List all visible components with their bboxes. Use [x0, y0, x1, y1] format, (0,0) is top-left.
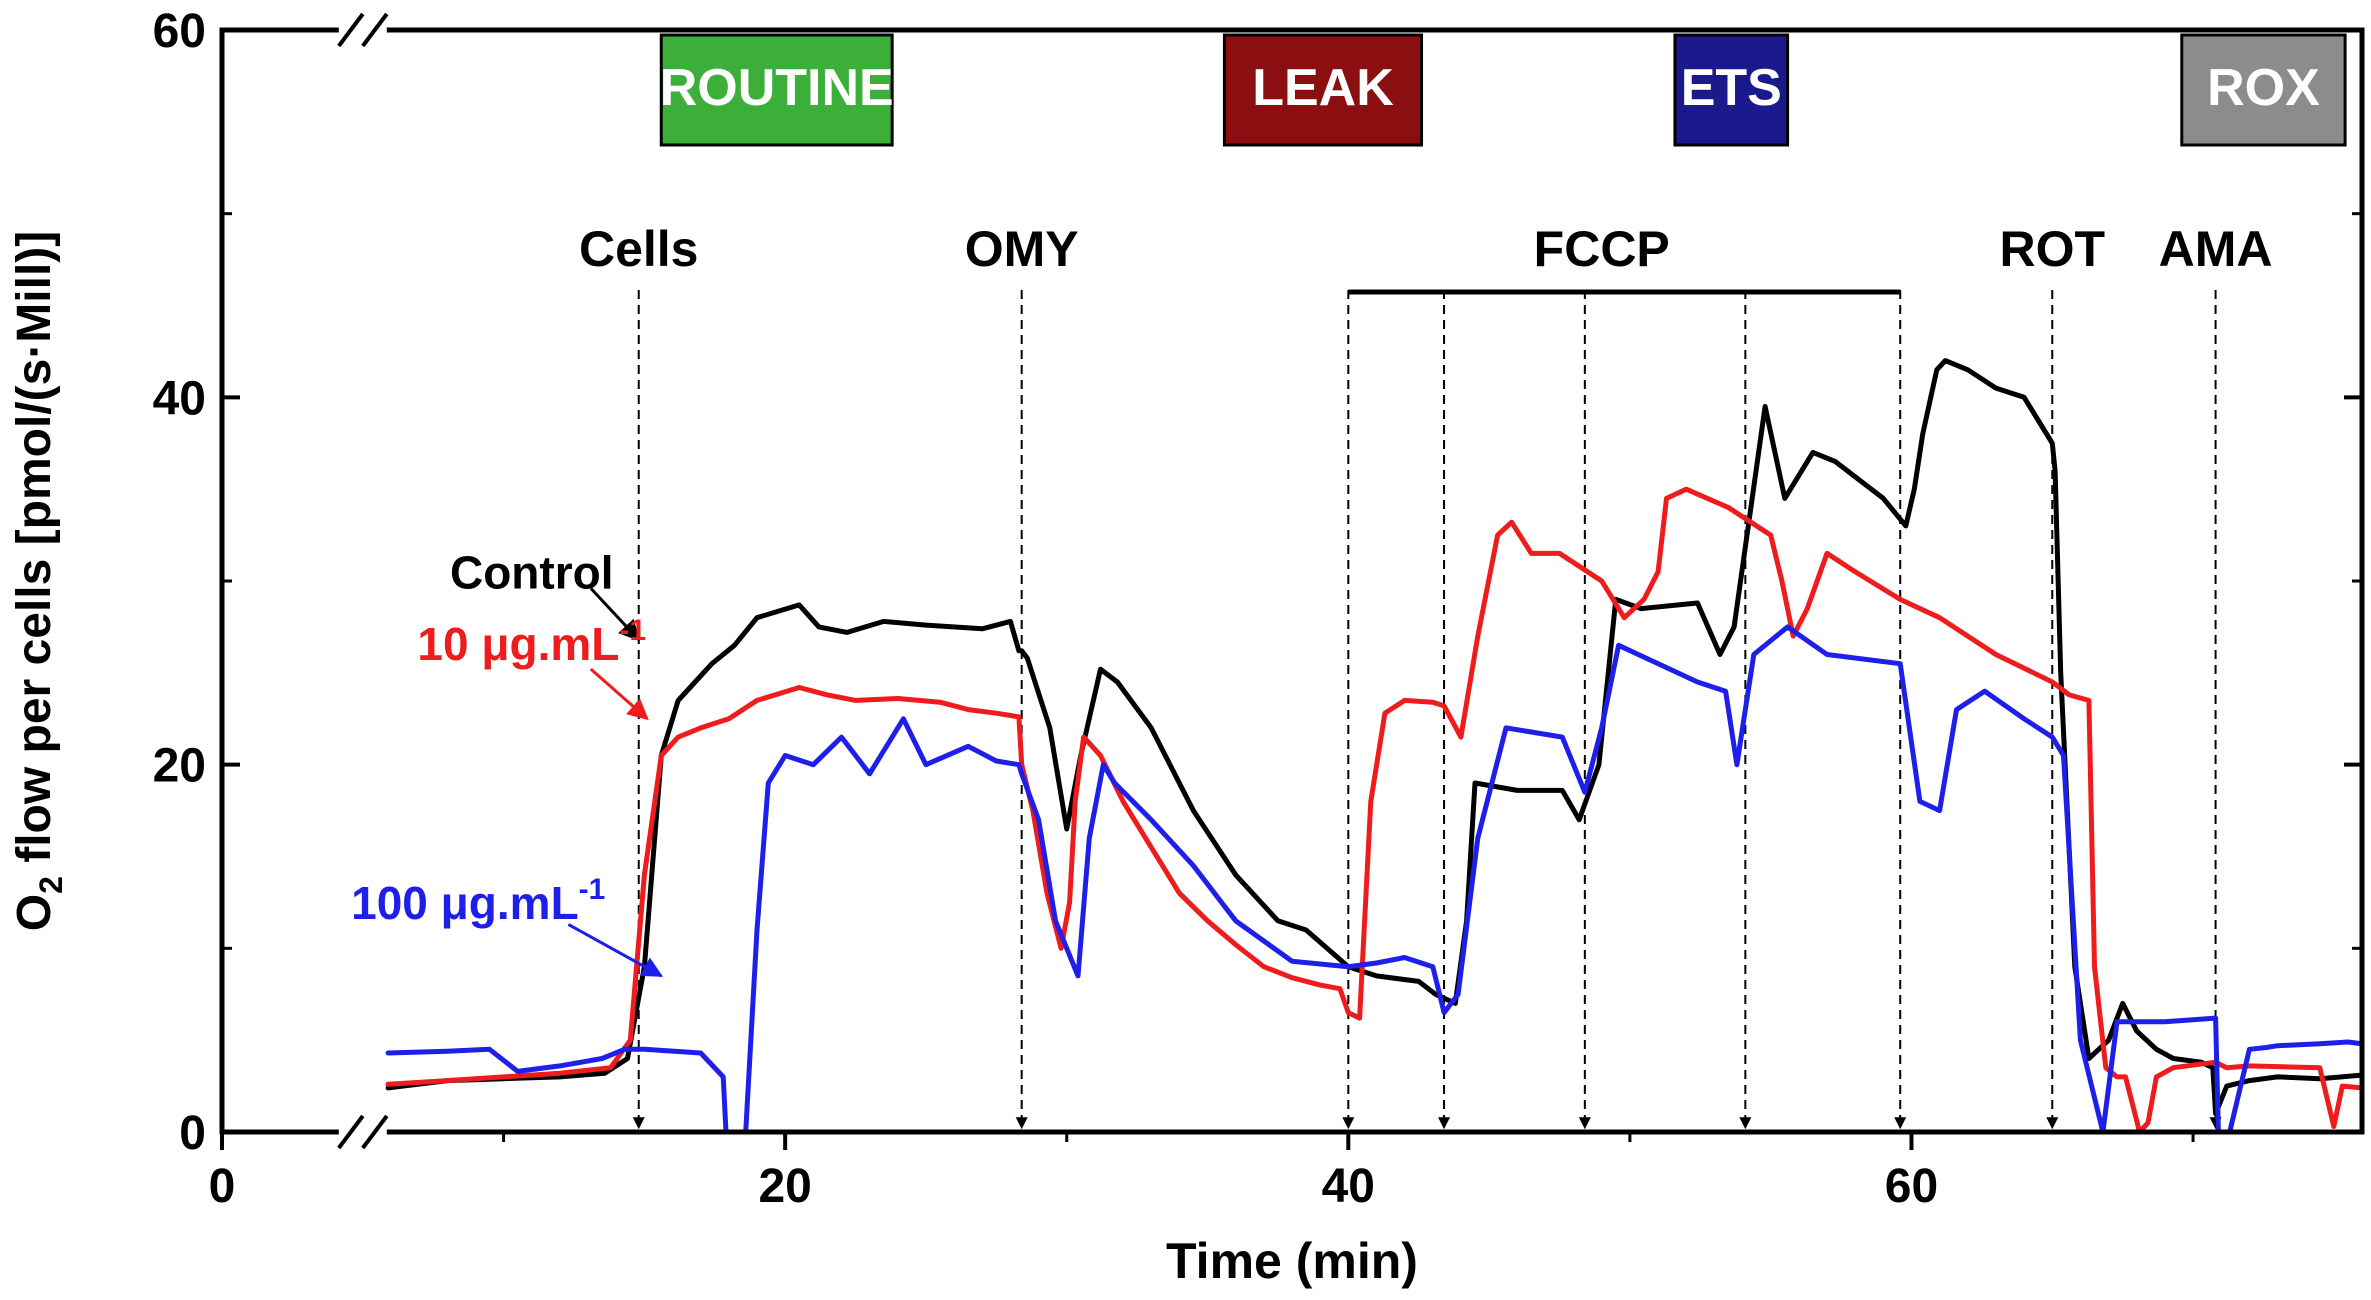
- state-label-rox: ROX: [2207, 59, 2320, 117]
- x-axis-label: Time (min): [1166, 1233, 1418, 1289]
- state-box-rox: [2180, 33, 2347, 147]
- titration-label-cells: Cells: [579, 221, 699, 277]
- titration-label-fccp: FCCP: [1534, 221, 1670, 277]
- y-tick-label: 40: [153, 372, 206, 425]
- series-arrow-10-g-ml: [589, 668, 649, 721]
- state-box-ets: [1673, 33, 1790, 147]
- state-label-ets: ETS: [1681, 59, 1782, 117]
- series-arrow-100-g-ml: [567, 923, 664, 978]
- state-box-leak: [1222, 33, 1424, 147]
- y-axis-label: O2 flow per cells [pmol/(s·Mill)]: [8, 231, 69, 932]
- x-tick-label: 0: [209, 1160, 236, 1213]
- titration-label-ama: AMA: [2159, 221, 2273, 277]
- series-label-superscript: -1: [619, 614, 646, 647]
- state-label-leak: LEAK: [1252, 59, 1394, 117]
- series-arrow-control: [589, 587, 641, 642]
- series-annotations: Control 10 μg.mL-1 100 μg.mL-1: [351, 546, 664, 978]
- series-label-100-g-ml: 100 μg.mL-1: [351, 873, 605, 929]
- titration-label-omy: OMY: [965, 221, 1079, 277]
- axis-break-slash-bottom-1: [337, 1114, 365, 1150]
- axis-break-slash-bottom-2: [361, 1114, 389, 1150]
- y-axis-label-prefix: O: [8, 894, 61, 931]
- y-tick-label: 20: [153, 740, 206, 793]
- series-label-superscript: -1: [579, 873, 606, 906]
- state-box-routine: [659, 33, 894, 147]
- titration-markers: Cells OMY FCCP ROT AMA: [579, 221, 2273, 1130]
- series-label-10-g-ml: 10 μg.mL-1: [417, 614, 646, 670]
- x-tick-label: 60: [1885, 1160, 1938, 1213]
- data-series: [385, 358, 2362, 1132]
- axis-break-slash-top-1: [337, 12, 365, 48]
- y-axis-label-suffix: flow per cells [pmol/(s·Mill)]: [8, 231, 61, 876]
- x-tick-label: 40: [1322, 1160, 1375, 1213]
- x-tick-label: 20: [758, 1160, 811, 1213]
- series-line-control: [385, 358, 2362, 1117]
- axis-break-gap-bottom: [338, 1124, 387, 1140]
- series-line-10-g-ml: [385, 486, 2362, 1132]
- state-boxes: ROUTINE LEAK ETS ROX: [659, 33, 2347, 147]
- state-label-routine: ROUTINE: [660, 59, 894, 117]
- y-axis-label-subscript: 2: [33, 876, 69, 894]
- series-line-100-g-ml: [385, 624, 2362, 1132]
- axis-break-slash-top-2: [361, 12, 389, 48]
- series-label-control: Control: [450, 546, 614, 598]
- axes: 0 20 40 60 0 20 40 60 Time (min) O2 flow per cell…: [8, 5, 2365, 1289]
- axis-break-gap-top: [338, 22, 387, 38]
- y-tick-label: 0: [179, 1107, 206, 1160]
- y-tick-label: 60: [153, 5, 206, 58]
- titration-label-rot: ROT: [1999, 221, 2105, 277]
